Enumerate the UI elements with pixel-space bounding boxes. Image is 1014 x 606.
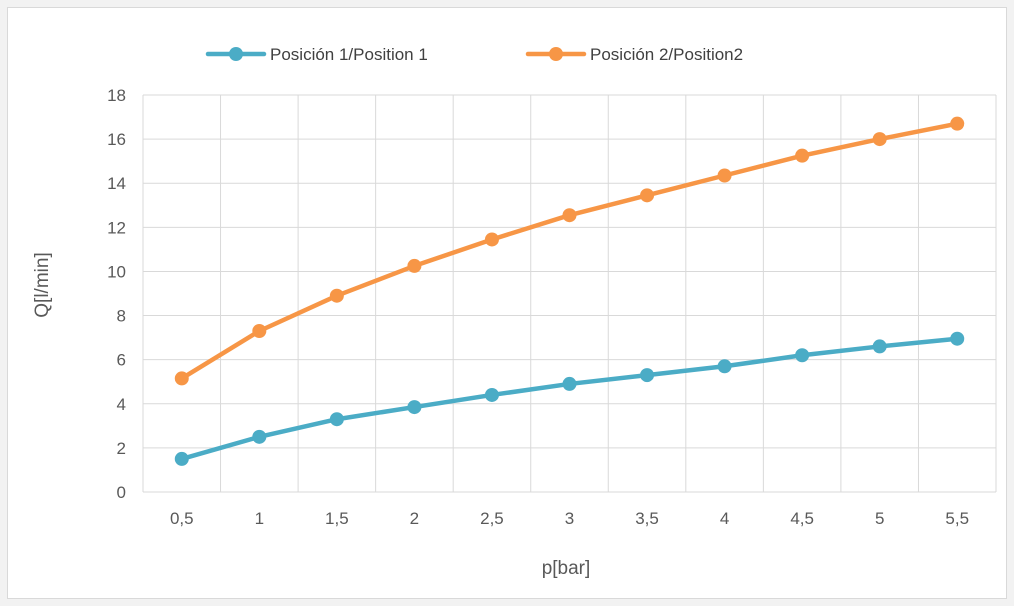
legend-marker-2: [549, 47, 563, 61]
x-tick-label: 3: [565, 509, 574, 528]
data-point-series-2: [562, 208, 577, 223]
data-point-series-2: [795, 148, 810, 163]
legend-label-1: Posición 1/Position 1: [270, 45, 428, 64]
data-point-series-2: [407, 258, 422, 273]
x-tick-label: 2,5: [480, 509, 504, 528]
y-tick-label: 10: [107, 262, 126, 281]
legend: Posición 1/Position 1 Posición 2/Position…: [205, 45, 743, 64]
y-tick-label: 4: [117, 395, 126, 414]
x-axis-title: p[bar]: [542, 558, 591, 579]
y-tick-label: 18: [107, 86, 126, 105]
x-tick-label: 4,5: [790, 509, 814, 528]
y-tick-label: 16: [107, 130, 126, 149]
y-tick-label: 8: [117, 307, 126, 326]
data-point-series-1: [174, 451, 189, 466]
x-tick-label: 1,5: [325, 509, 349, 528]
data-point-series-1: [640, 368, 655, 383]
x-tick-label: 4: [720, 509, 729, 528]
data-point-series-2: [872, 132, 887, 147]
x-tick-label: 2: [410, 509, 419, 528]
x-tick-label: 3,5: [635, 509, 659, 528]
x-tick-label: 0,5: [170, 509, 194, 528]
data-point-series-2: [484, 232, 499, 247]
y-tick-label: 14: [107, 174, 126, 193]
data-point-series-2: [640, 188, 655, 203]
data-point-series-1: [562, 376, 577, 391]
y-tick-label: 0: [117, 483, 126, 502]
data-point-series-1: [252, 429, 267, 444]
data-point-series-2: [252, 323, 267, 338]
x-tick-label: 5: [875, 509, 884, 528]
legend-marker-1: [229, 47, 243, 61]
x-tick-label: 5,5: [945, 509, 969, 528]
grid-lines: [142, 94, 997, 493]
data-point-series-2: [174, 371, 189, 386]
data-point-series-2: [329, 288, 344, 303]
legend-label-2: Posición 2/Position2: [590, 45, 743, 64]
y-axis-title: Q[l/min]: [32, 252, 53, 317]
data-point-series-1: [795, 348, 810, 363]
data-point-series-1: [950, 331, 965, 346]
data-point-series-1: [329, 412, 344, 427]
data-point-series-1: [484, 387, 499, 402]
y-tick-label: 2: [117, 439, 126, 458]
x-tick-label: 1: [255, 509, 264, 528]
series-layer: [174, 116, 965, 466]
x-tick-labels: 0,5 1 1,5 2 2,5 3 3,5 4 4,5 5 5,5: [170, 509, 969, 528]
data-point-series-2: [717, 168, 732, 183]
chart-frame: 0 2 4 6 8 10 12 14 16 18 0,5 1 1,5 2 2,5 3 3,5 4 4,5 5 5,5 …: [7, 7, 1007, 599]
y-tick-label: 12: [107, 218, 126, 237]
data-point-series-1: [407, 400, 422, 415]
data-point-series-2: [950, 116, 965, 131]
y-tick-labels: 0 2 4 6 8 10 12 14 16 18: [107, 86, 126, 502]
data-point-series-1: [872, 339, 887, 354]
data-point-series-1: [717, 359, 732, 374]
y-tick-label: 6: [117, 351, 126, 370]
